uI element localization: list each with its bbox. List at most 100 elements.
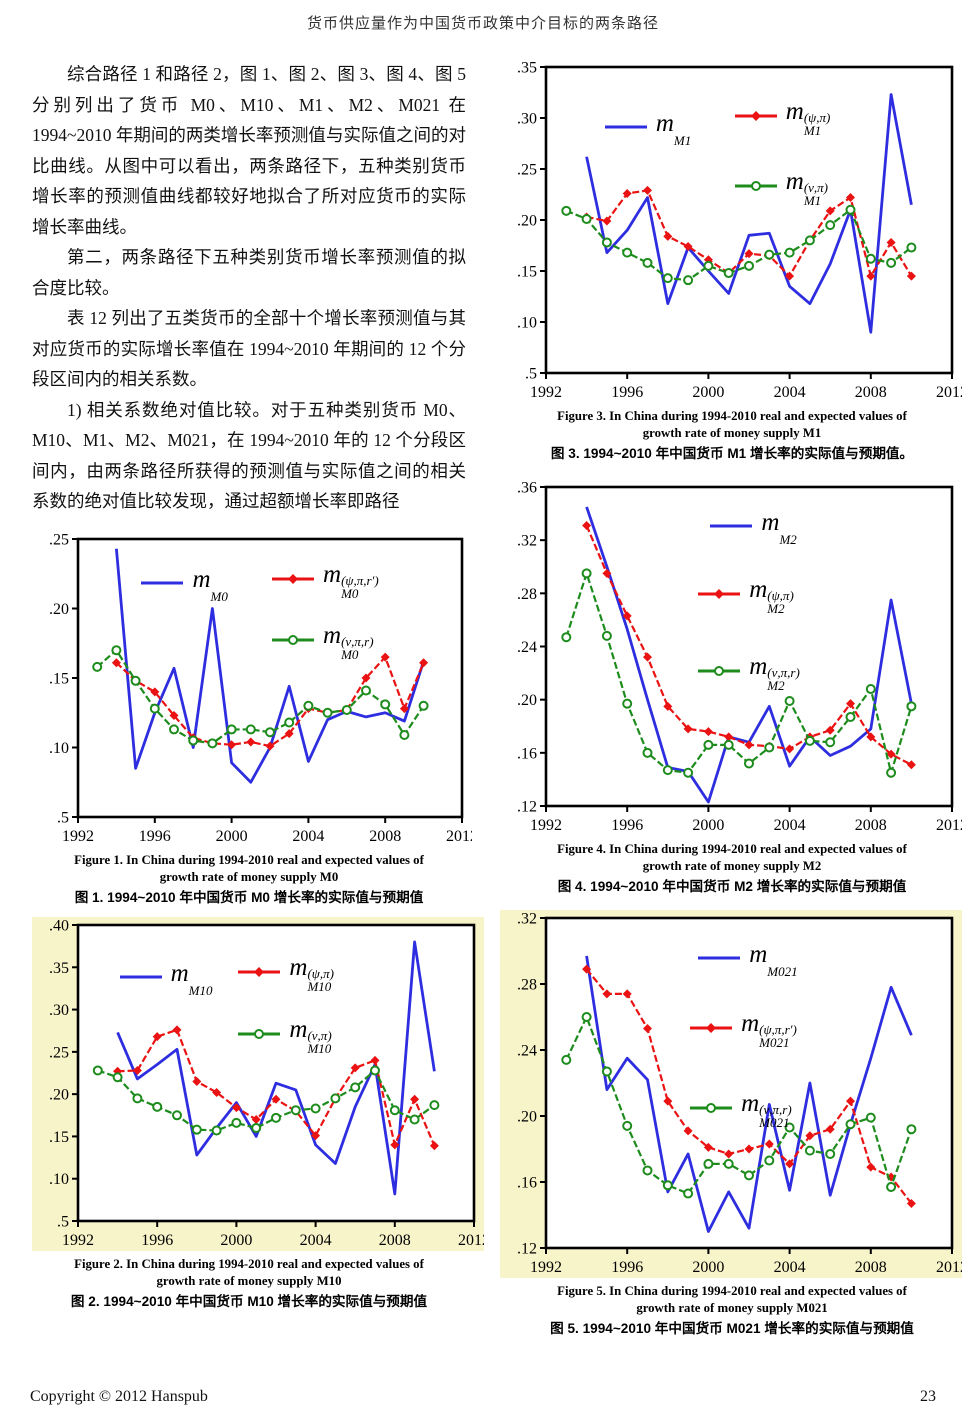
figure-1-chart: 199219962000200420082012.25.20.15.10.5mM… <box>32 530 478 847</box>
figure-4-caption-en-line1: Figure 4. In China during 1994-2010 real… <box>557 842 907 856</box>
chart-canvas: 1992 1996 2000 2004 2008 2012 .32 .28 .24 .20 .16.… <box>500 910 966 1278</box>
svg-text:2004: 2004 <box>774 384 806 401</box>
figure-4-chart: 1992 1996 2000 2004 2008 2012 .36 .32 .28 .24 .20.… <box>500 479 966 836</box>
figure-5: 1992 1996 2000 2004 2008 2012 .32 .28 .24 .20 .16.… <box>500 910 966 1338</box>
svg-text:1996: 1996 <box>141 1232 173 1249</box>
svg-text:2004: 2004 <box>300 1232 332 1249</box>
figure-4-caption: Figure 4. In China during 1994-2010 real… <box>500 841 964 896</box>
figure-5-caption-zh: 图 5. 1994~2010 年中国货币 M021 增长率的实际值与预期值 <box>550 1321 914 1336</box>
svg-text:1996: 1996 <box>611 384 643 401</box>
svg-text:.5: .5 <box>525 366 537 383</box>
page-title: 货币供应量作为中国货币政策中介目标的两条路径 <box>306 16 659 32</box>
svg-text:.20: .20 <box>517 213 537 230</box>
svg-text:.15: .15 <box>49 1128 69 1145</box>
figure-4-caption-zh: 图 4. 1994~2010 年中国货币 M2 增长率的实际值与预期值 <box>557 879 907 894</box>
svg-text:.20: .20 <box>517 1109 537 1126</box>
svg-text:1992: 1992 <box>62 828 94 845</box>
svg-text:.28: .28 <box>517 977 537 994</box>
figure-3-caption: Figure 3. In China during 1994-2010 real… <box>500 408 964 463</box>
svg-text:1992: 1992 <box>62 1232 94 1249</box>
figure-5-chart: 1992 1996 2000 2004 2008 2012 .32 .28 .24 .20 .16.… <box>500 910 966 1278</box>
svg-text:.16: .16 <box>517 745 537 762</box>
paragraph-2: 第二，两条路径下五种类别货币增长率预测值的拟合度比较。 <box>32 247 466 298</box>
chart-canvas: 1992 1996 2000 2004 2008 2012 .36 .32 .28 .24 .20.… <box>500 479 966 836</box>
left-column: 综合路径 1 和路径 2，图 1、图 2、图 3、图 4、图 5 分别列出了货币… <box>32 59 490 1311</box>
chart-canvas: 1992 1996 2000 2004 2008 2012 .40 .35 .30 .25 .20.… <box>32 916 490 1251</box>
figure-1: 199219962000200420082012.25.20.15.10.5mM… <box>32 530 478 907</box>
figure-5-caption: Figure 5. In China during 1994-2010 real… <box>500 1283 964 1338</box>
figure-1-caption-en-line2: growth rate of money supply M0 <box>159 869 339 884</box>
copyright-text: Copyright © 2012 Hanspub <box>30 1388 208 1405</box>
svg-text:2012: 2012 <box>936 384 962 401</box>
figure-2: 1992 1996 2000 2004 2008 2012 .40 .35 .30 .25 .20.… <box>32 916 490 1311</box>
figure-3: 1992 1996 2000 2004 2008 2012 .35 .30 .25 .20 .15.… <box>500 59 966 463</box>
svg-text:.10: .10 <box>517 315 537 332</box>
paragraph-3: 表 12 列出了五类货币的全部十个增长率预测值与其对应货币的实际增长率值在 19… <box>32 308 466 389</box>
figure-2-caption-en-line2: growth rate of money supply M10 <box>156 1273 342 1288</box>
svg-text:2000: 2000 <box>216 828 248 845</box>
svg-text:2000: 2000 <box>220 1232 252 1249</box>
paragraph-4: 1) 相关系数绝对值比较。对于五种类别货币 M0、M10、M1、M2、M021，… <box>32 399 466 512</box>
figure-3-caption-zh: 图 3. 1994~2010 年中国货币 M1 增长率的实际值与预期值。 <box>550 446 914 461</box>
svg-text:.24: .24 <box>517 639 537 656</box>
svg-text:.25: .25 <box>49 1044 69 1061</box>
svg-text:.12: .12 <box>517 1241 537 1258</box>
svg-text:.25: .25 <box>517 162 537 179</box>
right-column: 1992 1996 2000 2004 2008 2012 .35 .30 .25 .20 .15.… <box>500 59 966 1338</box>
svg-text:.20: .20 <box>517 692 537 709</box>
svg-text:2008: 2008 <box>855 1259 887 1276</box>
svg-text:2012: 2012 <box>458 1232 484 1249</box>
svg-text:.16: .16 <box>517 1175 537 1192</box>
paragraph-1: 综合路径 1 和路径 2，图 1、图 2、图 3、图 4、图 5 分别列出了货币… <box>32 64 466 237</box>
svg-text:.15: .15 <box>517 264 537 281</box>
figure-3-caption-en-line2: growth rate of money supply M1 <box>642 426 822 440</box>
page-number: 23 <box>920 1388 936 1405</box>
svg-text:2004: 2004 <box>774 817 806 834</box>
svg-text:2000: 2000 <box>692 817 724 834</box>
svg-text:.5: .5 <box>57 809 69 826</box>
svg-text:2012: 2012 <box>936 1259 962 1276</box>
chart-canvas: 1992 1996 2000 2004 2008 2012 .35 .30 .25 .20 .15.… <box>500 59 966 403</box>
svg-text:.12: .12 <box>517 799 537 816</box>
svg-text:.28: .28 <box>517 586 537 603</box>
svg-text:.32: .32 <box>517 533 537 550</box>
svg-text:.5: .5 <box>57 1213 69 1230</box>
figure-3-chart: 1992 1996 2000 2004 2008 2012 .35 .30 .25 .20 .15.… <box>500 59 966 403</box>
svg-text:.35: .35 <box>49 959 69 976</box>
svg-text:2000: 2000 <box>692 1259 724 1276</box>
svg-text:1996: 1996 <box>611 1259 643 1276</box>
svg-text:1992: 1992 <box>530 817 562 834</box>
chart-canvas: 1992 1996 2000 2004 2008 2012 .25 .20 .15 .10 .5 <box>32 530 478 847</box>
svg-text:.30: .30 <box>517 111 537 128</box>
svg-text:2000: 2000 <box>692 384 724 401</box>
svg-text:.20: .20 <box>49 1086 69 1103</box>
figure-2-caption-en-line1: Figure 2. In China during 1994-2010 real… <box>74 1256 424 1271</box>
svg-text:1992: 1992 <box>530 1259 562 1276</box>
svg-text:.10: .10 <box>49 1171 69 1188</box>
svg-text:.30: .30 <box>49 1002 69 1019</box>
figure-1-caption-zh: 图 1. 1994~2010 年中国货币 M0 增长率的实际值与预期值 <box>74 889 424 905</box>
svg-text:2008: 2008 <box>369 828 401 845</box>
figure-1-caption-en-line1: Figure 1. In China during 1994-2010 real… <box>74 852 424 867</box>
figure-4: 1992 1996 2000 2004 2008 2012 .36 .32 .28 .24 .20.… <box>500 479 966 896</box>
figure-5-caption-en-line2: growth rate of money supply M021 <box>636 1301 828 1315</box>
svg-text:1996: 1996 <box>139 828 171 845</box>
figure-5-caption-en-line1: Figure 5. In China during 1994-2010 real… <box>557 1284 907 1298</box>
svg-text:.32: .32 <box>517 911 537 928</box>
svg-text:2004: 2004 <box>774 1259 806 1276</box>
two-column-layout: 综合路径 1 和路径 2，图 1、图 2、图 3、图 4、图 5 分别列出了货币… <box>0 33 966 1338</box>
page-footer: Copyright © 2012 Hanspub 23 <box>30 1388 936 1406</box>
svg-text:.35: .35 <box>517 60 537 77</box>
svg-text:2008: 2008 <box>855 384 887 401</box>
svg-text:.36: .36 <box>517 480 537 497</box>
figure-3-caption-en-line1: Figure 3. In China during 1994-2010 real… <box>557 409 907 423</box>
figure-4-caption-en-line2: growth rate of money supply M2 <box>642 859 822 873</box>
svg-text:.15: .15 <box>49 670 69 687</box>
svg-text:.20: .20 <box>49 601 69 618</box>
svg-text:.40: .40 <box>49 917 69 934</box>
figure-2-caption: Figure 2. In China during 1994-2010 real… <box>32 1256 466 1311</box>
figure-2-caption-zh: 图 2. 1994~2010 年中国货币 M10 增长率的实际值与预期值 <box>70 1293 428 1309</box>
svg-text:.25: .25 <box>49 531 69 548</box>
svg-text:2008: 2008 <box>379 1232 411 1249</box>
